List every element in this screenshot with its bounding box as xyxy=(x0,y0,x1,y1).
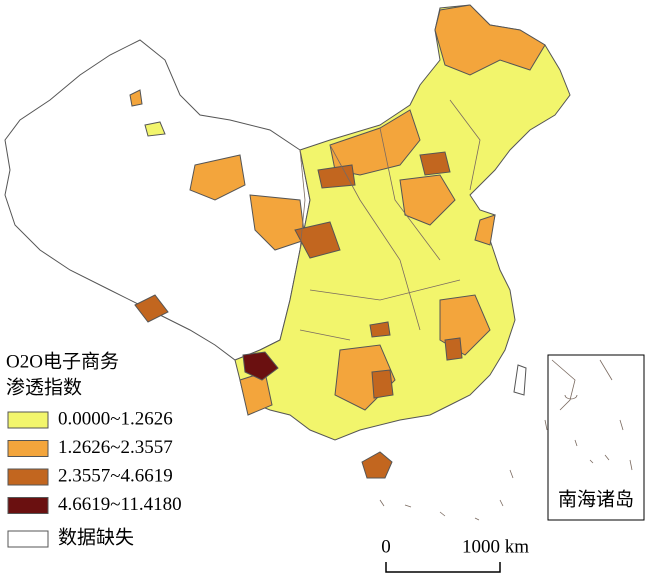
legend-swatch xyxy=(7,468,49,486)
legend-swatch xyxy=(7,411,49,429)
china-map xyxy=(4,4,571,521)
region xyxy=(129,89,143,107)
legend: O2O电子商务 渗透指数 0.0000~1.2626 1.2626~2.3557 2… xyxy=(6,350,182,548)
region xyxy=(242,351,279,381)
scale-bar: 0 1000 km xyxy=(381,536,529,573)
region xyxy=(134,294,169,323)
region xyxy=(317,164,356,189)
legend-label: 1.2626~2.3557 xyxy=(58,437,173,458)
legend-label: 数据缺失 xyxy=(58,526,134,548)
legend-title: 渗透指数 xyxy=(6,376,82,398)
islands xyxy=(379,419,548,521)
legend-title: O2O电子商务 xyxy=(6,350,119,372)
legend-swatch xyxy=(7,497,49,514)
inset-frame xyxy=(547,354,645,521)
region xyxy=(474,214,496,246)
region xyxy=(434,4,546,76)
scale-label: 1000 km xyxy=(462,536,529,557)
inset: 南海诸岛 xyxy=(547,354,645,521)
region xyxy=(361,451,393,479)
region xyxy=(189,154,246,201)
scale-label: 0 xyxy=(381,536,391,557)
region xyxy=(399,174,456,226)
legend-label: 2.3557~4.6619 xyxy=(58,465,173,486)
region xyxy=(249,194,306,251)
region xyxy=(371,369,394,399)
legend-items: 0.0000~1.2626 1.2626~2.3557 2.3557~4.6619 4… xyxy=(7,408,182,548)
region xyxy=(419,151,451,176)
inset-islands xyxy=(551,359,633,471)
boundary xyxy=(299,99,481,341)
legend-swatch xyxy=(7,530,49,548)
region xyxy=(369,321,391,338)
region xyxy=(144,121,166,137)
scale-line xyxy=(385,562,501,573)
legend-swatch xyxy=(7,440,49,457)
region xyxy=(513,364,527,396)
region xyxy=(444,337,463,361)
inset-label: 南海诸岛 xyxy=(558,488,634,510)
region xyxy=(294,221,341,259)
legend-label: 0.0000~1.2626 xyxy=(58,408,173,429)
legend-label: 4.6619~11.4180 xyxy=(58,494,182,515)
